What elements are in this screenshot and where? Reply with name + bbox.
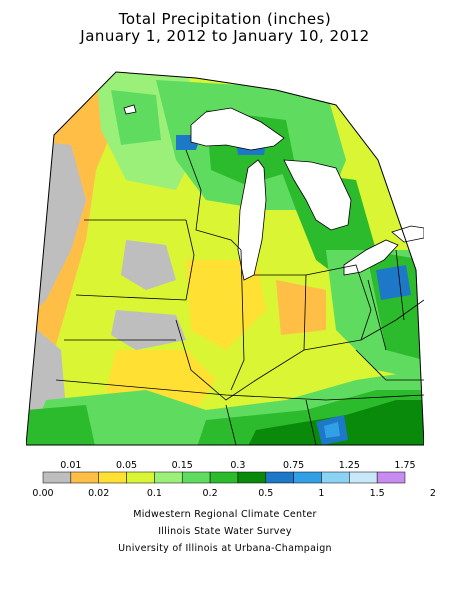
legend-bin-5 — [181, 471, 211, 484]
lake-huron — [283, 159, 352, 231]
great-lakes — [123, 104, 424, 281]
legend-upper-label-2: 0.15 — [172, 460, 193, 471]
legend-color-bins — [42, 471, 406, 484]
border-tn-ga — [305, 399, 317, 446]
border-il-in — [230, 249, 245, 391]
legend-bin-11 — [349, 471, 378, 484]
legend-bin-9 — [293, 471, 322, 484]
lake-ontario — [391, 225, 424, 243]
precipitation-legend: 0.01 0.05 0.15 0.3 0.75 1.25 1.75 0.00 0.02 0.1 0… — [32, 460, 435, 499]
legend-bin-6 — [209, 471, 239, 484]
legend-lower-label-4: 0.5 — [258, 488, 273, 499]
credit-university: University of Illinois at Urbana-Champai… — [118, 543, 332, 554]
legend-lower-label-6: 1.5 — [370, 488, 385, 499]
map-title: Total Precipitation (inches) — [118, 10, 332, 28]
legend-lower-label-2: 0.1 — [147, 488, 162, 499]
legend-upper-label-1: 0.05 — [116, 460, 137, 471]
lake-erie — [343, 239, 399, 276]
border-va-nc — [355, 349, 424, 381]
border-tn-ms — [225, 404, 237, 446]
credit-survey: Illinois State Water Survey — [158, 526, 292, 537]
border-wi — [185, 149, 242, 251]
legend-bin-0 — [42, 471, 72, 484]
precipitation-map — [26, 71, 424, 446]
legend-lower-label-5: 1 — [318, 488, 324, 499]
legend-lower-label-3: 0.2 — [203, 488, 218, 499]
legend-bin-3 — [126, 471, 155, 484]
border-pa-wv — [367, 279, 387, 351]
legend-bin-12 — [376, 471, 406, 484]
legend-bin-2 — [98, 471, 127, 484]
lake-of-the-woods — [123, 104, 137, 115]
map-date-range: January 1, 2012 to January 10, 2012 — [80, 27, 370, 45]
legend-lower-label-7: 2 — [430, 488, 436, 499]
border-ia-il — [185, 219, 195, 301]
state-borders — [55, 149, 424, 446]
legend-bin-1 — [70, 471, 99, 484]
credit-center: Midwestern Regional Climate Center — [133, 509, 317, 520]
legend-bin-10 — [321, 471, 350, 484]
legend-bin-7 — [237, 471, 267, 484]
border-ohio-river — [175, 299, 424, 401]
legend-upper-label-0: 0.01 — [60, 460, 81, 471]
legend-upper-label-6: 1.75 — [394, 460, 415, 471]
legend-upper-label-3: 0.3 — [230, 460, 245, 471]
legend-bin-4 — [154, 471, 183, 484]
legend-upper-label-4: 0.75 — [283, 460, 304, 471]
lake-michigan — [237, 159, 267, 281]
legend-bin-8 — [265, 471, 294, 484]
border-oh — [305, 264, 372, 341]
legend-upper-labels: 0.01 0.05 0.15 0.3 0.75 1.25 1.75 — [60, 460, 415, 471]
map-frame — [26, 71, 424, 446]
border-mo-ar-tn — [55, 379, 424, 401]
lake-superior — [190, 107, 285, 151]
legend-lower-label-1: 0.02 — [88, 488, 109, 499]
legend-lower-label-0: 0.00 — [32, 488, 53, 499]
border-pa-ny — [395, 249, 405, 321]
legend-upper-label-5: 1.25 — [339, 460, 360, 471]
border-ia-mo — [75, 294, 187, 301]
legend-lower-labels: 0.00 0.02 0.1 0.2 0.5 1 1.5 2 — [32, 488, 435, 499]
